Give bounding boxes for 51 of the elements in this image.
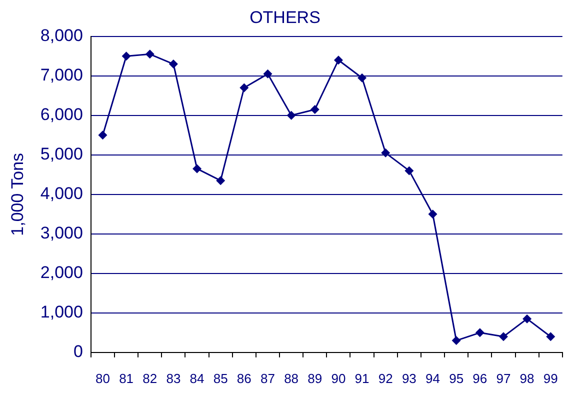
point	[522, 314, 532, 324]
x-tick-label: 89	[308, 370, 322, 386]
x-tick-label: 82	[142, 370, 158, 386]
x-tick-label: 81	[119, 370, 134, 386]
point	[452, 336, 461, 346]
y-tick-label: 8,000	[40, 26, 83, 46]
y-tick-label: 7,000	[40, 66, 83, 85]
x-tick-label: 96	[472, 370, 488, 386]
x-tick-label: 80	[95, 370, 110, 386]
chart-title: OTHERS	[250, 8, 320, 27]
x-tick-label: 94	[426, 370, 440, 386]
x-tick-label: 88	[284, 370, 299, 386]
y-tick-label: 6,000	[40, 105, 83, 124]
y-tick-label: 5,000	[40, 144, 83, 164]
x-tick-label: 95	[449, 370, 464, 386]
point	[168, 60, 178, 69]
point	[334, 56, 343, 65]
point	[240, 83, 249, 92]
y-tick-label: 4,000	[40, 184, 83, 204]
point	[286, 110, 296, 120]
x-tick-label: 99	[543, 370, 558, 386]
point	[381, 148, 390, 158]
point	[145, 50, 154, 59]
point	[192, 164, 202, 174]
y-tick-label: 3,000	[40, 224, 83, 243]
x-tick-label: 86	[236, 370, 252, 386]
point	[122, 52, 131, 61]
x-tick-label: 83	[166, 370, 181, 386]
x-tick-label: 98	[520, 370, 534, 386]
point	[310, 104, 320, 114]
x-tick-label: 84	[190, 370, 204, 386]
point	[358, 73, 367, 82]
point	[428, 210, 438, 219]
y-tick-label: 2,000	[40, 263, 83, 282]
point	[98, 130, 108, 140]
x-tick-label: 90	[331, 370, 346, 386]
y-tick-label: 1,000	[40, 302, 83, 322]
y-axis-title: 1,000 Tons	[8, 152, 27, 236]
point	[475, 328, 484, 338]
point	[404, 166, 414, 176]
point	[546, 332, 556, 342]
x-tick-label: 92	[378, 370, 393, 386]
x-tick-label: 97	[496, 370, 511, 386]
point	[263, 69, 272, 78]
x-tick-label: 91	[354, 370, 370, 386]
point	[498, 332, 508, 342]
x-tick-label: 85	[213, 370, 228, 386]
point	[216, 176, 226, 186]
x-tick-label: 87	[260, 370, 275, 386]
y-tick-label: 0	[73, 342, 83, 362]
x-tick-label: 93	[402, 370, 416, 386]
